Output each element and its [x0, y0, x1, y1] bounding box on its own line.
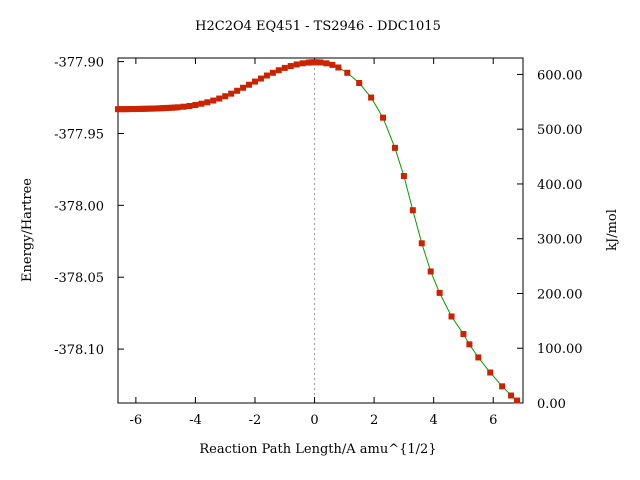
data-point [222, 93, 229, 100]
y2-tick-label: 0.00 [537, 397, 566, 412]
data-point [448, 313, 455, 320]
y2-tick-label: 200.00 [537, 287, 583, 302]
data-point [293, 61, 300, 68]
y2-tick-label: 300.00 [537, 233, 583, 248]
y-axis-left: -377.90 -377.95 -378.00 -378.05 -378.10 [54, 56, 124, 358]
data-point [391, 144, 398, 151]
y-axis-right: 600.00 500.00 400.00 300.00 200.00 100.00 0.00 [517, 68, 583, 412]
data-point [499, 383, 506, 390]
y2-tick-label: 100.00 [537, 342, 583, 357]
data-point [335, 64, 342, 71]
plot-frame [117, 57, 524, 404]
data-point [257, 75, 264, 82]
y-axis-label: Energy/Hartree [20, 178, 35, 282]
x-tick-label: 2 [370, 413, 378, 428]
data-point [514, 397, 521, 404]
data-point [234, 87, 241, 94]
data-point [263, 72, 270, 79]
data-point [380, 114, 387, 121]
y-tick-label: -378.10 [54, 343, 104, 358]
y2-axis-label: kJ/mol [605, 209, 620, 251]
y2-tick-label: 600.00 [537, 68, 583, 83]
x-tick-label: -4 [189, 413, 202, 428]
data-point [460, 331, 467, 337]
data-point [174, 104, 181, 111]
x-axis-label: Reaction Path Length/A amu^{1/2} [199, 442, 436, 457]
data-point [269, 69, 276, 76]
data-point [400, 173, 407, 180]
x-tick-label: -2 [249, 413, 262, 428]
data-point [204, 99, 211, 106]
data-point [275, 67, 282, 74]
data-point [368, 94, 375, 101]
data-point [329, 61, 336, 68]
data-point [475, 354, 482, 361]
data-point [251, 78, 258, 85]
data-point [299, 60, 306, 67]
data-point [356, 80, 363, 87]
data-point [246, 81, 253, 88]
y2-tick-label: 500.00 [537, 123, 583, 138]
x-tick-label: 6 [489, 413, 497, 428]
data-point [186, 103, 193, 110]
data-point [323, 60, 330, 67]
data-point [508, 392, 515, 399]
y-tick-label: -378.05 [54, 271, 104, 286]
data-point [436, 289, 443, 296]
y2-tick-label: 400.00 [537, 178, 583, 193]
data-point [198, 100, 205, 107]
series-line [118, 61, 518, 401]
y-tick-label: -377.90 [54, 56, 104, 71]
data-point [317, 59, 324, 66]
y-tick-label: -378.00 [54, 199, 104, 214]
data-point [228, 90, 235, 97]
data-point [240, 84, 247, 91]
data-point [344, 69, 351, 76]
data-point [427, 268, 434, 275]
data-point [466, 341, 473, 348]
x-axis: -6 -4 -2 0 2 4 6 [130, 58, 497, 428]
data-point [281, 64, 288, 71]
data-point [287, 63, 294, 70]
x-tick-label: -6 [130, 413, 143, 428]
data-point [192, 102, 199, 109]
x-tick-label: 4 [430, 413, 438, 428]
data-point [180, 103, 187, 110]
data-point [210, 97, 217, 104]
data-point [487, 369, 494, 376]
data-point [409, 207, 416, 214]
y-tick-label: -377.95 [54, 127, 104, 142]
data-point [418, 240, 425, 247]
chart-title: H2C2O4 EQ451 - TS2946 - DDC1015 [195, 19, 441, 34]
data-point [216, 95, 223, 102]
x-tick-label: 0 [310, 413, 318, 428]
energy-series [115, 59, 521, 404]
